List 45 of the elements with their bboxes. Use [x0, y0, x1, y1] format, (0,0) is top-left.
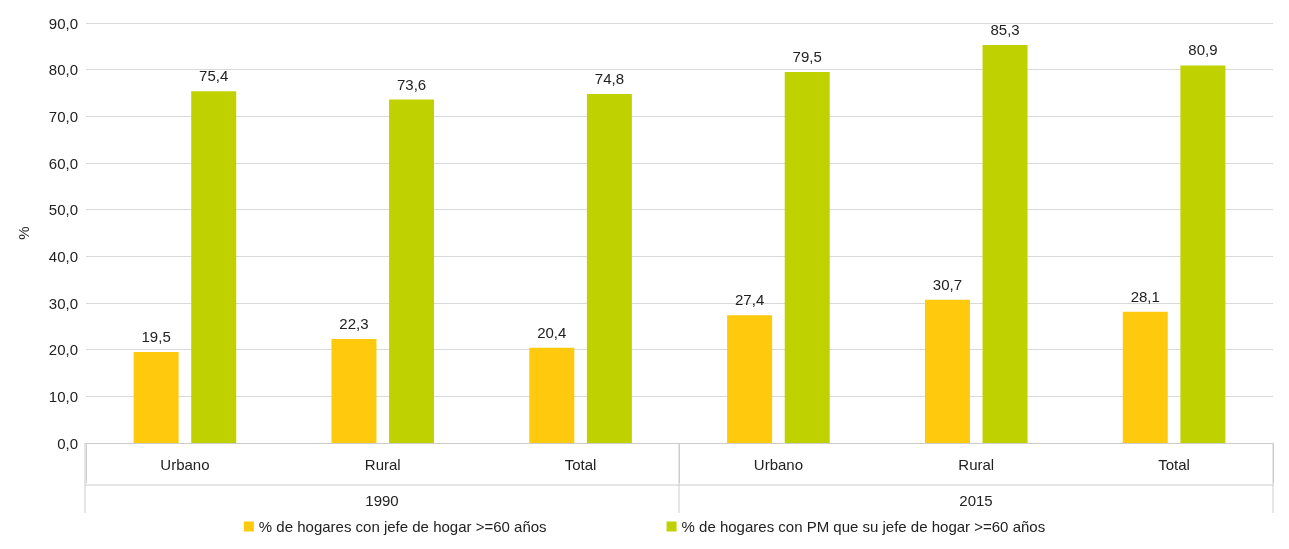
y-tick-label: 0,0 — [57, 434, 78, 452]
x-tick-label: Urbano — [753, 456, 804, 473]
bar — [924, 299, 970, 443]
data-label: 27,4 — [735, 291, 765, 309]
data-label: 79,5 — [792, 48, 822, 65]
bar — [727, 315, 773, 443]
bar — [331, 338, 377, 443]
text: 1990 — [365, 491, 399, 509]
data-label: 30,7 — [932, 275, 963, 293]
legend-label: % de hogares con PM que su jefe de hogar >=60 años — [681, 518, 1046, 535]
data-label: 75,4 — [199, 67, 229, 85]
x-tick-label: Total — [564, 456, 597, 473]
bar — [1180, 65, 1226, 443]
y-tick-label: 40,0 — [48, 247, 78, 265]
x-tick-label: Rural — [364, 456, 401, 473]
data-label: 73,6 — [396, 75, 427, 93]
bar — [529, 347, 575, 443]
y-tick-label: 20,0 — [48, 341, 78, 359]
bar — [191, 91, 237, 443]
y-tick-label: 50,0 — [48, 201, 78, 219]
x-tick-label: Urbano — [160, 456, 210, 473]
data-label: 22,3 — [339, 314, 369, 332]
text: 2015 — [959, 491, 993, 509]
y-tick-label: 60,0 — [48, 154, 78, 172]
data-label: 20,4 — [537, 323, 567, 341]
legend-label: % de hogares con jefe de hogar >=60 años — [258, 518, 547, 535]
data-label: 74,8 — [594, 69, 624, 87]
data-label: 19,5 — [141, 328, 171, 345]
bar — [389, 99, 435, 443]
y-tick-label: 10,0 — [48, 387, 78, 405]
bar — [784, 72, 830, 443]
bar — [586, 93, 632, 443]
y-tick-label: 30,0 — [48, 294, 78, 312]
data-label: 85,3 — [990, 20, 1020, 38]
y-tick-label: 70,0 — [48, 107, 78, 125]
bar — [133, 352, 179, 443]
data-label: 28,1 — [1130, 287, 1160, 305]
y-tick-label: 90,0 — [48, 14, 78, 32]
bar — [982, 44, 1028, 443]
y-axis-title: % — [15, 226, 32, 240]
data-label: 80,9 — [1188, 41, 1218, 59]
x-tick-label: Rural — [958, 456, 995, 473]
x-tick-label: Total — [1158, 456, 1190, 473]
y-tick-label: 80,0 — [48, 61, 78, 79]
bar — [1122, 311, 1168, 443]
